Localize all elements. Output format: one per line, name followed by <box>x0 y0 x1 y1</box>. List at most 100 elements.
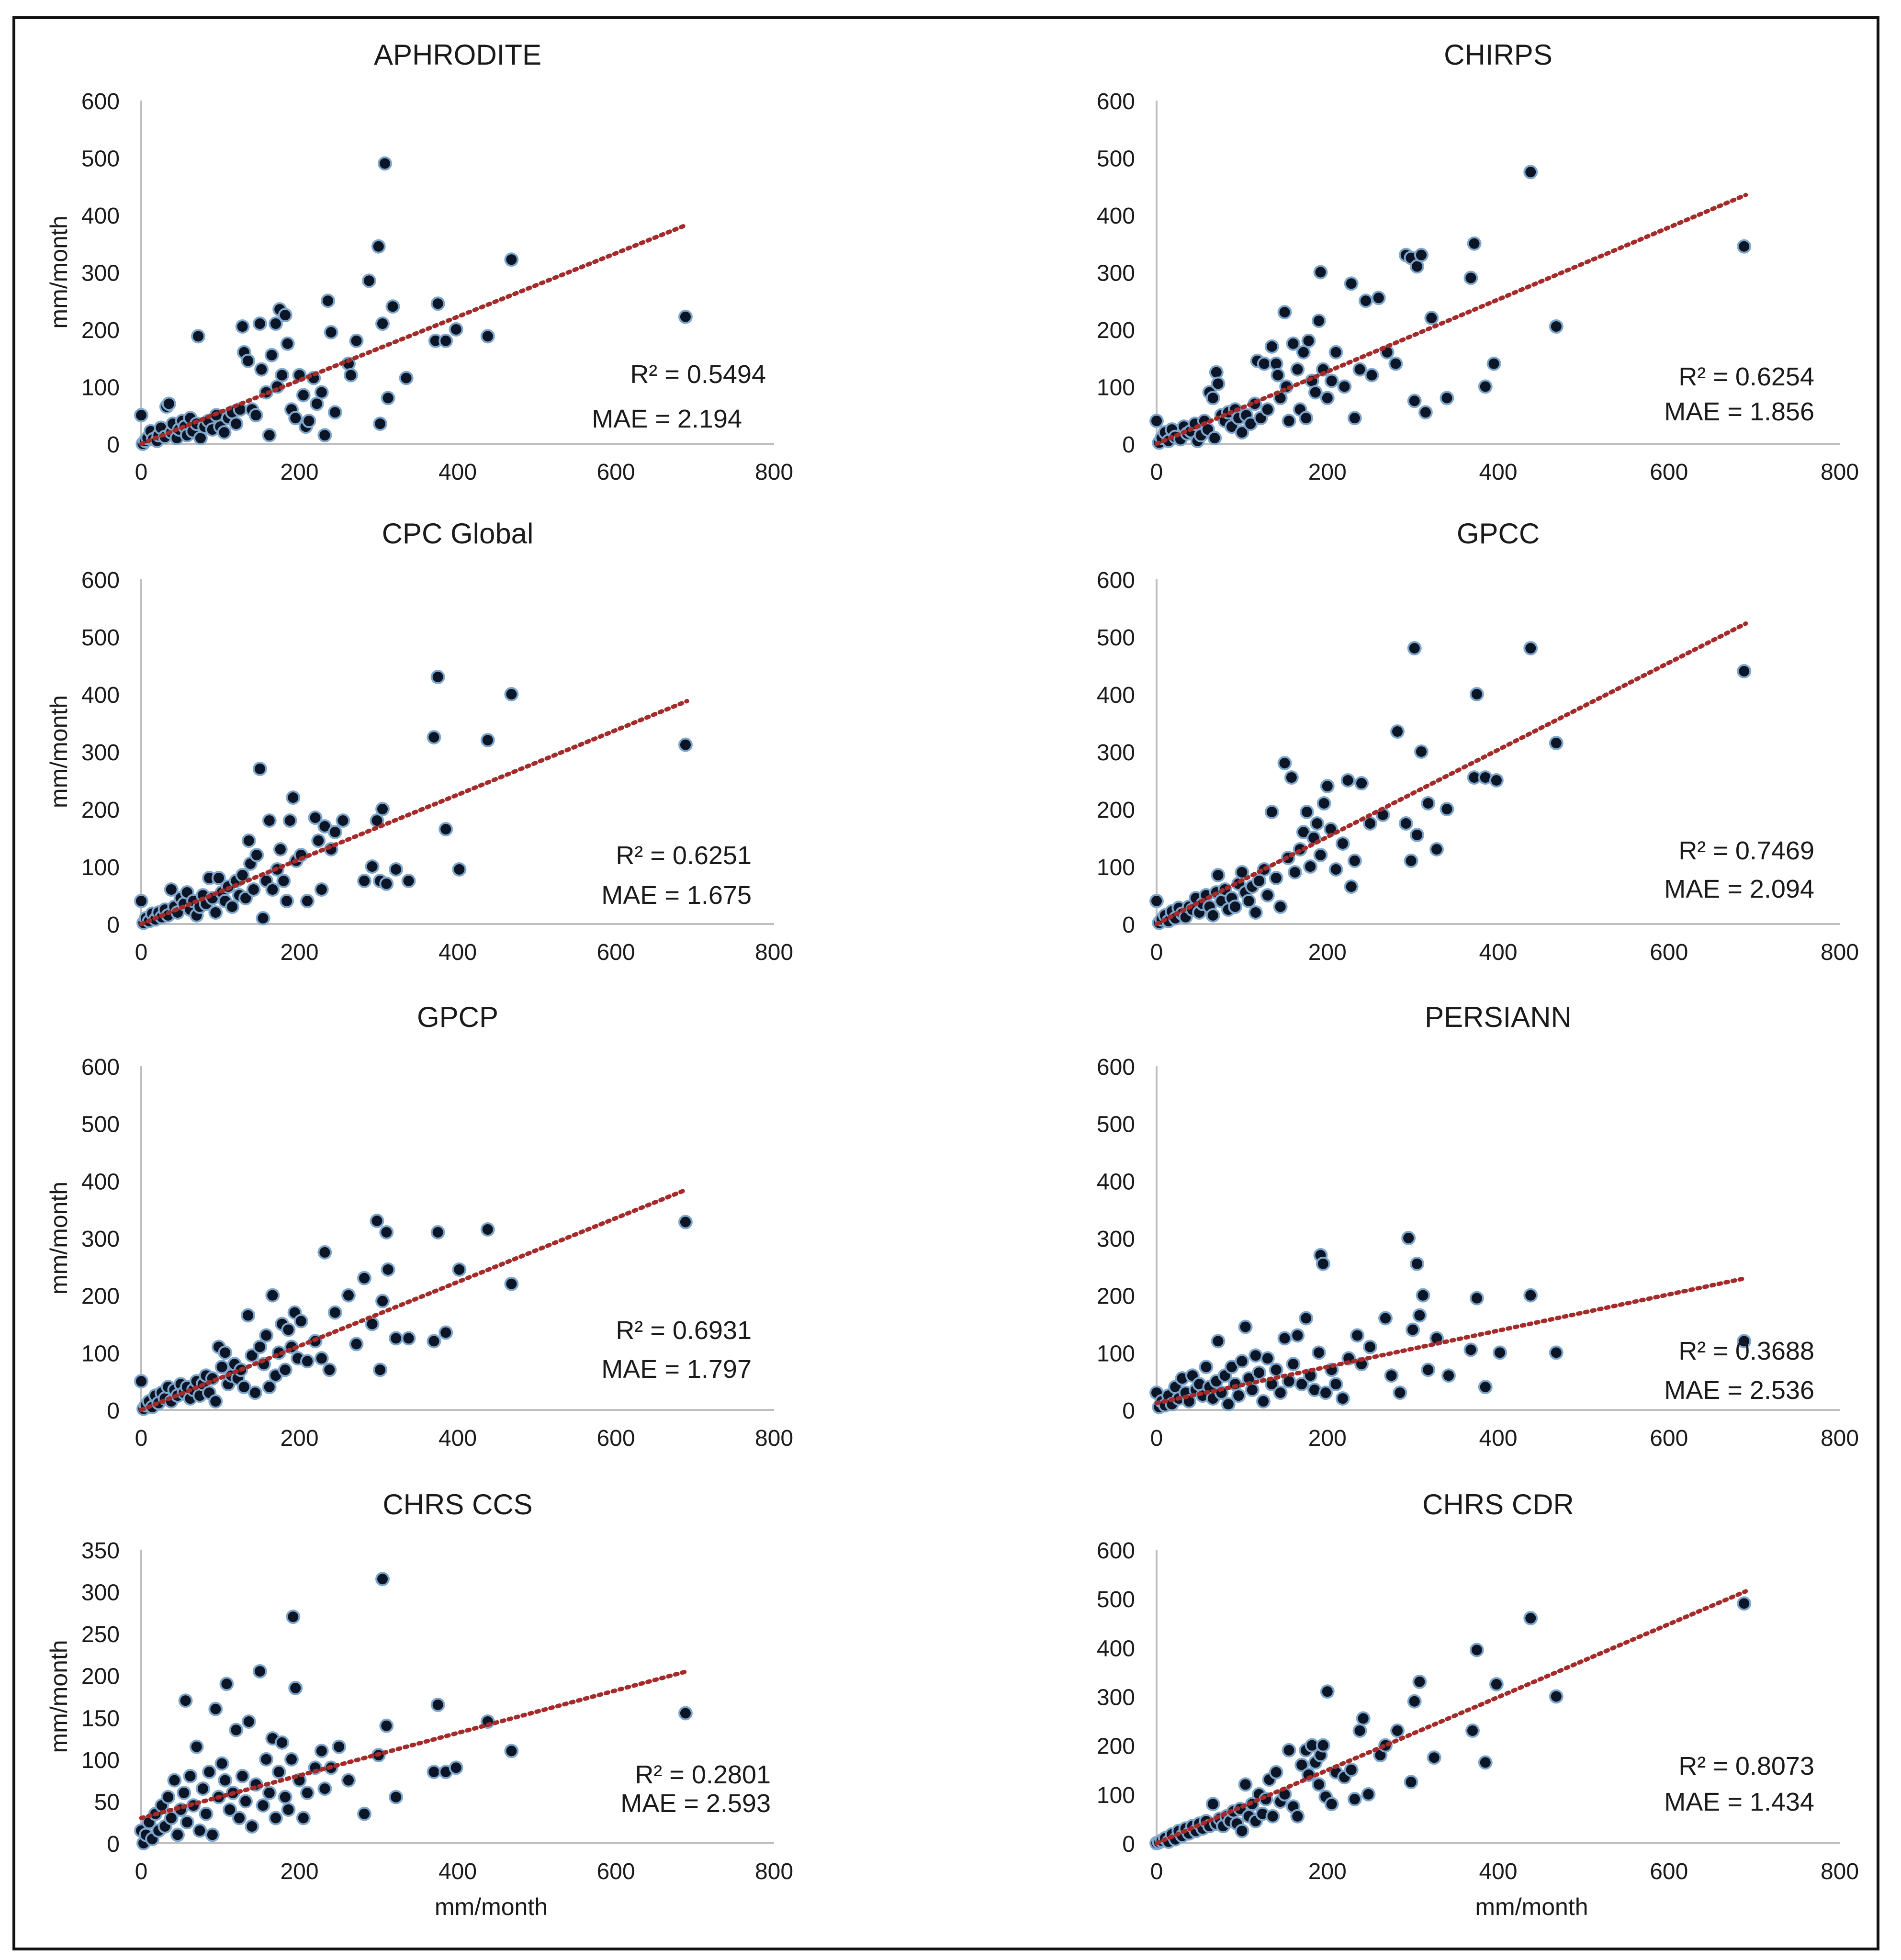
data-point <box>245 1819 259 1834</box>
data-point <box>314 385 329 400</box>
data-point <box>336 813 350 828</box>
data-point <box>1238 1319 1253 1334</box>
data-point <box>439 1325 453 1340</box>
data-point <box>375 316 390 331</box>
x-tick-label: 800 <box>1821 1859 1859 1884</box>
y-tick-label: 300 <box>1097 261 1135 286</box>
data-point <box>1335 836 1350 851</box>
data-point <box>256 1798 270 1813</box>
y-tick-label: 300 <box>81 1580 120 1606</box>
data-point <box>1238 1777 1253 1792</box>
x-tick-label: 0 <box>1150 940 1163 965</box>
mae-label: MAE = 2.194 <box>592 405 742 433</box>
data-point <box>282 813 297 828</box>
x-tick-label: 400 <box>439 1426 477 1451</box>
data-point <box>1328 345 1343 360</box>
trend-line <box>139 1669 689 1820</box>
data-point <box>1523 1288 1538 1303</box>
data-point <box>241 1308 256 1323</box>
x-axis-label: mm/month <box>1475 1893 1588 1920</box>
data-point <box>1421 796 1436 811</box>
data-point <box>296 1811 311 1825</box>
data-point <box>265 1288 280 1303</box>
data-point <box>1269 1765 1283 1780</box>
x-tick-label: 400 <box>1479 940 1517 965</box>
chart-title: GPCP <box>417 1001 498 1033</box>
data-point <box>161 1790 176 1804</box>
data-point <box>1269 356 1283 371</box>
data-point <box>357 1806 372 1821</box>
trend-line <box>139 222 689 446</box>
data-point <box>1324 373 1339 388</box>
data-point <box>195 1781 210 1796</box>
data-point <box>1324 1797 1339 1812</box>
data-point <box>1489 773 1504 788</box>
data-point <box>1211 376 1226 391</box>
data-point <box>278 1790 292 1804</box>
y-tick-label: 500 <box>81 146 120 172</box>
data-point <box>389 1790 404 1804</box>
chart-panel-chirps: CHIRPS 0 100 200 300 400 500 600 0 200 400 600 800 R²… <box>1097 39 1859 485</box>
data-point <box>375 1294 390 1308</box>
data-point <box>317 1245 332 1260</box>
y-tick-label: 100 <box>81 855 120 880</box>
data-point <box>1299 1311 1314 1326</box>
mae-label: MAE = 1.675 <box>601 881 752 910</box>
data-point <box>399 371 414 385</box>
mae-label: MAE = 2.094 <box>1664 875 1814 903</box>
data-point <box>235 319 250 334</box>
data-point <box>343 368 358 383</box>
y-tick-label: 600 <box>81 1055 120 1080</box>
data-point <box>1235 425 1249 440</box>
data-point <box>1149 414 1164 428</box>
data-point <box>1737 1334 1752 1349</box>
data-point <box>1356 1711 1371 1726</box>
y-tick-label: 100 <box>1097 1341 1135 1366</box>
r-squared-label: R² = 0.7469 <box>1678 836 1814 865</box>
data-point <box>322 1363 337 1377</box>
r-squared-label: R² = 0.5494 <box>630 360 766 389</box>
data-point <box>1407 1694 1422 1709</box>
y-tick-label: 50 <box>94 1790 120 1815</box>
data-point <box>134 408 148 423</box>
data-point <box>178 1693 193 1708</box>
data-point <box>427 1334 441 1349</box>
data-point <box>1235 1824 1249 1838</box>
data-point <box>1737 664 1752 678</box>
data-point <box>389 862 404 877</box>
data-point <box>1248 1348 1263 1363</box>
data-point <box>1344 1762 1359 1777</box>
y-tick-label: 0 <box>107 1398 120 1424</box>
data-point <box>349 1337 364 1352</box>
data-point <box>1199 1360 1214 1374</box>
data-point <box>357 1271 372 1285</box>
data-point <box>1290 1328 1305 1343</box>
y-tick-label: 600 <box>1097 568 1135 593</box>
data-point <box>262 813 277 828</box>
data-point <box>389 1331 404 1346</box>
data-point <box>286 1610 301 1624</box>
trend-line <box>139 1187 689 1412</box>
data-point <box>241 353 256 368</box>
data-point <box>678 1706 693 1721</box>
trend-line <box>1154 1589 1748 1846</box>
data-point <box>252 316 267 331</box>
x-tick-label: 600 <box>596 1426 635 1451</box>
chart-title: CHIRPS <box>1444 39 1552 71</box>
data-point <box>1205 908 1220 923</box>
data-point <box>379 1718 394 1733</box>
data-point <box>256 911 270 925</box>
chart-panel-cpc-global: CPC Global 0 100 200 300 400 500 600 0 200 400 600 8… <box>45 518 793 965</box>
y-tick-label: 100 <box>81 1341 120 1366</box>
data-point <box>249 848 264 862</box>
data-point <box>1311 314 1326 328</box>
y-tick-label: 500 <box>81 625 120 651</box>
x-tick-label: 0 <box>1150 1426 1163 1451</box>
data-point <box>1252 1365 1267 1380</box>
y-tick-label: 300 <box>1097 740 1135 766</box>
data-point <box>504 252 519 267</box>
r-squared-label: R² = 0.8073 <box>1678 1752 1814 1780</box>
data-point <box>252 1340 267 1354</box>
data-point <box>1313 848 1328 862</box>
x-tick-label: 600 <box>596 940 635 965</box>
